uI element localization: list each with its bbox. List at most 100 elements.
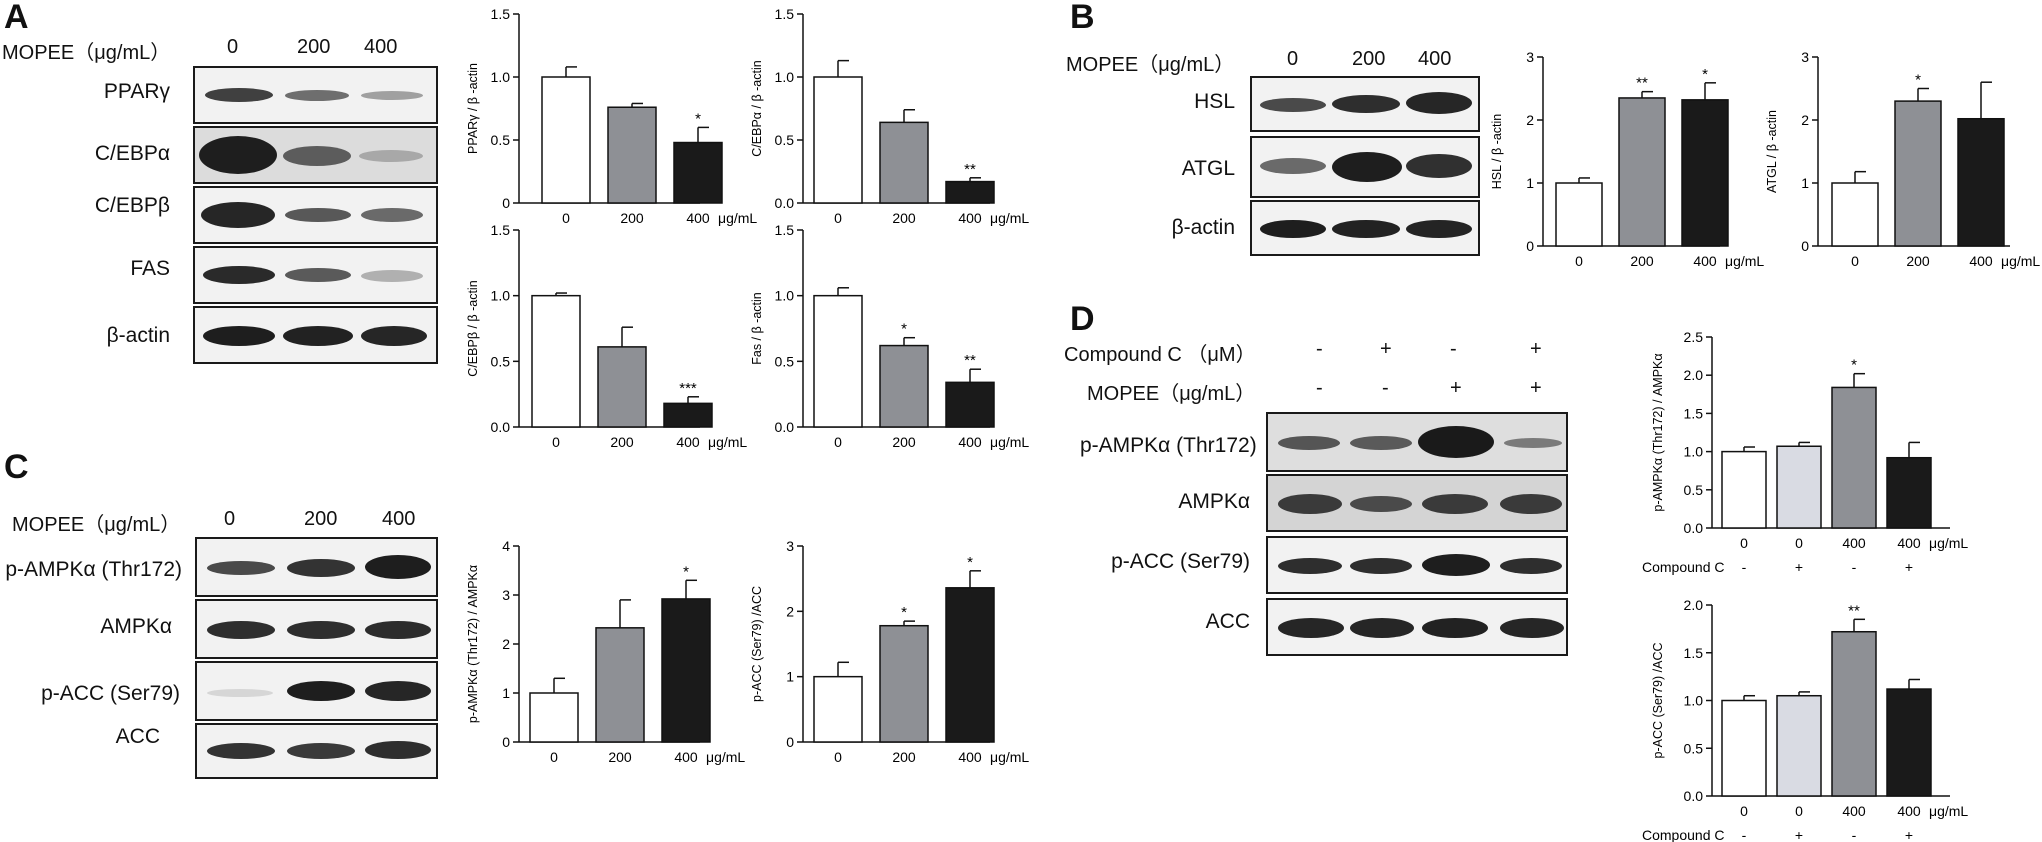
y-axis-label: ATGL / β -actin [1765,110,1779,193]
y-tick-label: 2.0 [1684,367,1704,383]
unit-label: μg/mL [1725,253,1764,269]
panel-a-dose-400: 400 [364,36,398,58]
panel-d-blot-pampk [1266,412,1568,472]
panel-c-dose-200: 200 [304,508,338,530]
chart-B-hsl: 0 1 2 3 HSL / β -actin 0 ** 200 * 400 μg/mL [1490,49,1764,269]
x-tick-label: 0 [834,434,842,450]
compound-label: Compound C [1642,559,1725,575]
x-tick-label: 400 [676,434,700,450]
bar [813,675,863,743]
y-tick-label: 0 [502,734,510,750]
x-tick-label: 400 [686,210,710,226]
panel-d-mopee-label: MOPEE（μg/mL） [1087,383,1256,405]
panel-d-blot-acc [1266,598,1568,656]
significance-mark: * [901,604,907,621]
y-tick-label: 1.0 [775,69,795,85]
bar [595,627,645,743]
y-tick-label: 0 [786,734,794,750]
x-tick-label: 0 [834,210,842,226]
bar [813,76,863,204]
significance-mark: * [683,563,689,580]
x-tick-label: 400 [674,749,698,765]
y-tick-label: 1.0 [491,69,511,85]
x-tick-label: 0 [1851,253,1859,269]
panel-d-blot-ampk [1266,474,1568,532]
compound-sign: - [1742,559,1747,575]
x-tick-label: 0 [1575,253,1583,269]
panel-c-treatment-label: MOPEE（μg/mL） [12,514,181,536]
panel-a-row-cebpa: C/EBPα [94,142,170,165]
x-tick-label: 400 [1897,803,1921,819]
x-tick-label: 200 [1906,253,1930,269]
compound-sign: + [1795,559,1803,575]
panel-a-blot-cebpa [193,126,438,184]
compound-label: Compound C [1642,827,1725,842]
panel-d-compound-sign-1: - [1316,338,1323,360]
panel-d-blot-pacc [1266,536,1568,594]
x-tick-label: 400 [958,434,982,450]
panel-a-dose-200: 200 [297,36,331,58]
bar [663,402,713,428]
panel-d-compound-sign-3: - [1450,338,1457,360]
significance-mark: *** [679,380,697,397]
y-tick-label: 1.5 [775,222,795,238]
panel-c-blot-pacc [195,661,438,721]
y-tick-label: 0.5 [1684,482,1704,498]
panel-a-dose-0: 0 [227,36,239,58]
x-tick-label: 200 [892,210,916,226]
chart-A-pparg: 0 0.5 1.0 1.5 PPARγ / β -actin 0 200 * 400 μg/mL [466,6,757,226]
x-tick-label: 400 [958,210,982,226]
panel-a-blot-bactin [193,306,438,364]
bar [661,598,711,743]
y-tick-label: 1.5 [1684,645,1704,661]
y-tick-label: 3 [502,587,510,603]
y-tick-label: 2.0 [1684,597,1704,613]
y-tick-label: 0.5 [775,132,795,148]
significance-mark: ** [1848,602,1860,619]
bar [529,692,579,743]
bar [1721,699,1767,797]
significance-mark: * [1702,66,1708,83]
unit-label: μg/mL [2001,253,2040,269]
x-tick-label: 0 [552,434,560,450]
y-tick-label: 1.0 [775,288,795,304]
y-tick-label: 3 [1526,49,1534,65]
bar [813,294,863,428]
bar [879,344,929,428]
bar [1681,99,1729,247]
y-tick-label: 0.0 [1684,788,1704,804]
panel-b-dose-0: 0 [1287,48,1299,70]
panel-b-row-hsl: HSL [1194,90,1235,113]
y-tick-label: 1.5 [491,6,511,22]
panel-d-mopee-sign-3: + [1450,377,1462,399]
compound-sign: - [1852,559,1857,575]
y-axis-label: p-AMPKα (Thr172) / AMPKα [1651,353,1665,511]
y-axis-label: C/EBPβ / β -actin [466,280,480,376]
x-tick-label: 0 [834,749,842,765]
compound-sign: + [1905,559,1913,575]
chart-C-pampk: 0 1 2 3 4 p-AMPKα (Thr172) / AMPKα 0 200 * 400 μg/… [466,538,745,765]
bar [1831,386,1877,529]
panel-b-blot-atgl [1250,136,1480,198]
y-tick-label: 2 [1526,112,1534,128]
y-tick-label: 0.0 [491,419,511,435]
panel-b-row-bactin: β-actin [1171,216,1235,239]
panel-c-row-acc: ACC [115,725,160,748]
y-axis-label: p-ACC (Ser79) /ACC [1651,643,1665,759]
panel-a-row-cebpb: C/EBPβ [94,194,170,217]
significance-mark: ** [964,352,976,369]
x-tick-label: 400 [1842,535,1866,551]
panel-b-blot-hsl [1250,76,1480,132]
y-axis-label: PPARγ / β -actin [466,63,480,154]
panel-d-row-ampk: AMPKα [1178,490,1250,513]
compound-sign: + [1795,827,1803,842]
y-tick-label: 3 [1801,49,1809,65]
y-tick-label: 1.5 [775,6,795,22]
panel-d-compound-label: Compound C （μM） [1064,344,1256,366]
chart-B-atgl: 0 1 2 3 ATGL / β -actin 0 * 200 400 μg/mL [1765,49,2040,269]
y-tick-label: 2.5 [1684,329,1704,345]
significance-mark: * [901,321,907,338]
x-tick-label: 400 [958,749,982,765]
significance-mark: ** [1636,75,1648,92]
